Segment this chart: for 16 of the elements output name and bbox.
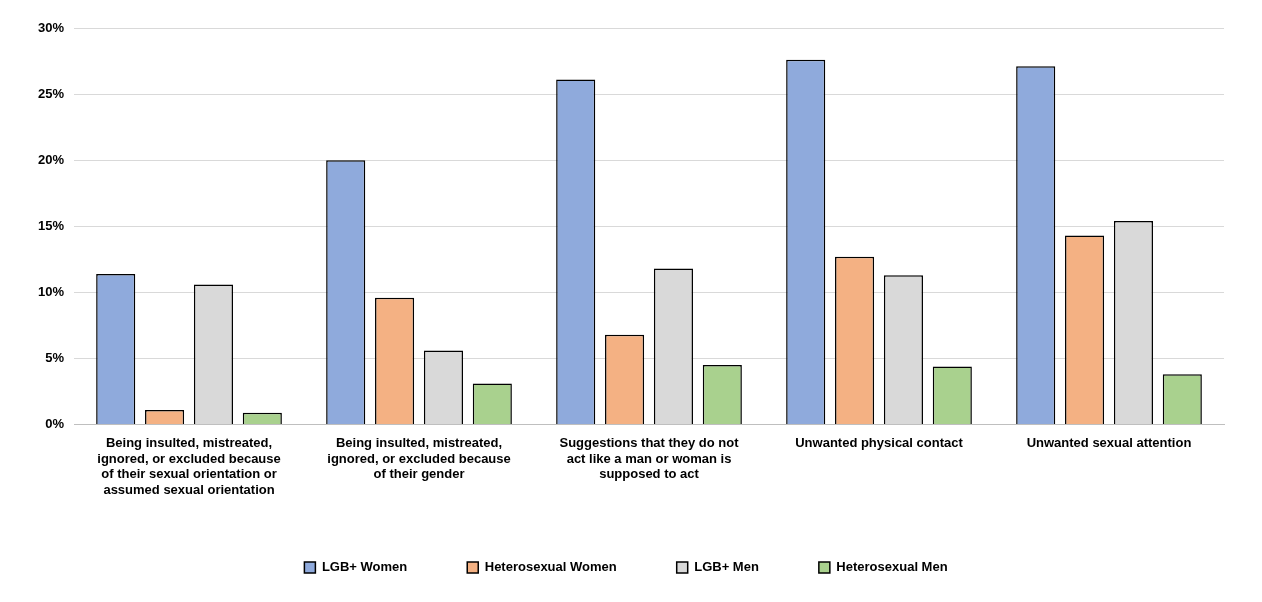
x-tick-label: Suggestions that they do not act like a man or woman is supposed to act <box>559 434 740 482</box>
y-tick-label: 10% <box>37 283 65 299</box>
x-tick-label: Being insulted, mistreated, ignored, or excluded because of their sexual orientation or assumed sexual orientation <box>97 434 281 497</box>
legend-label: Heterosexual Women <box>484 559 617 575</box>
y-tick-label: 20% <box>37 151 65 167</box>
y-tick-label: 5% <box>45 350 65 366</box>
legend-label: Heterosexual Men <box>836 559 948 575</box>
y-tick-label: 0% <box>45 416 65 432</box>
x-tick-label: Unwanted sexual attention <box>1026 434 1192 450</box>
legend-label: LGB+ Men <box>694 559 759 575</box>
y-tick-label: 25% <box>37 85 65 101</box>
y-tick-label: 15% <box>37 217 65 233</box>
y-tick-label: 30% <box>37 19 65 35</box>
legend-label: LGB+ Women <box>321 559 408 575</box>
x-tick-label: Being insulted, mistreated, ignored, or excluded because of their gender <box>327 434 511 482</box>
x-tick-label: Unwanted physical contact <box>795 434 964 450</box>
